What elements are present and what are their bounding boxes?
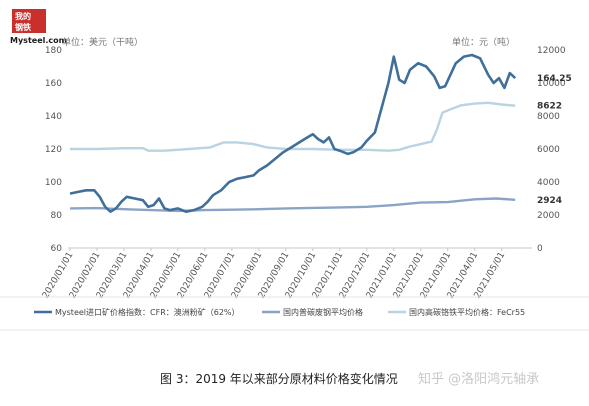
left-unit-label: 单位：美元（干吨） [62,36,143,48]
right-tick-label: 8000 [537,112,560,122]
logo-top-text: 我的 [15,11,31,21]
end-labels: 8622 2924 164.25 [537,74,572,206]
right-tick-label: 12000 [537,46,566,56]
end-label-iron-ore-index: 164.25 [537,74,572,84]
left-tick-label: 160 [45,79,62,89]
figure-caption: 图 3：2019 年以来部分原材料价格变化情况 [160,371,398,386]
left-tick-label: 180 [45,46,62,56]
legend-label-scrap-steel: 国内普碳废钢平均价格 [283,307,363,317]
series-layer [69,53,517,213]
mysteel-logo: 我的 钢铁 Mysteel.com [10,9,67,45]
left-tick-label: 60 [51,244,63,254]
series-line-iron-ore-index [69,53,517,213]
logo-name: Mysteel.com [10,36,67,45]
x-axis-ticks: 2020/01/012020/02/012020/03/012020/04/01… [41,248,507,300]
legend-label-ferrochrome: 国内高碳铬铁平均价格：FeCr55 [409,307,525,317]
left-tick-label: 80 [51,211,63,221]
end-label-scrap-steel: 2924 [537,196,562,206]
legend-label-iron-ore: Mysteel进口矿价格指数：CFR：澳洲粉矿（62%） [55,307,240,317]
right-tick-label: 0 [537,244,543,254]
watermark-text: 知乎 @洛阳鸿元轴承 [418,371,539,387]
series-line-scrap-steel [69,197,516,213]
logo-red-block [12,9,46,33]
end-label-ferrochrome: 8622 [537,102,562,112]
series-line-ferrochrome [70,101,516,152]
right-axis-ticks: 0 2000 4000 6000 8000 10000 12000 [537,46,566,254]
right-tick-label: 2000 [537,211,560,221]
right-unit-label: 单位：元（吨） [452,36,515,48]
left-tick-label: 140 [45,112,62,122]
right-tick-label: 6000 [537,145,560,155]
legend: Mysteel进口矿价格指数：CFR：澳洲粉矿（62%） 国内普碳废钢平均价格 … [34,307,525,317]
left-tick-label: 100 [45,178,62,188]
left-tick-label: 120 [45,145,62,155]
left-axis-ticks: 60 80 100 120 140 160 180 [45,46,62,254]
right-tick-label: 4000 [537,178,560,188]
right-tick-label: 10000 [537,79,566,89]
logo-bottom-text: 钢铁 [15,22,31,32]
